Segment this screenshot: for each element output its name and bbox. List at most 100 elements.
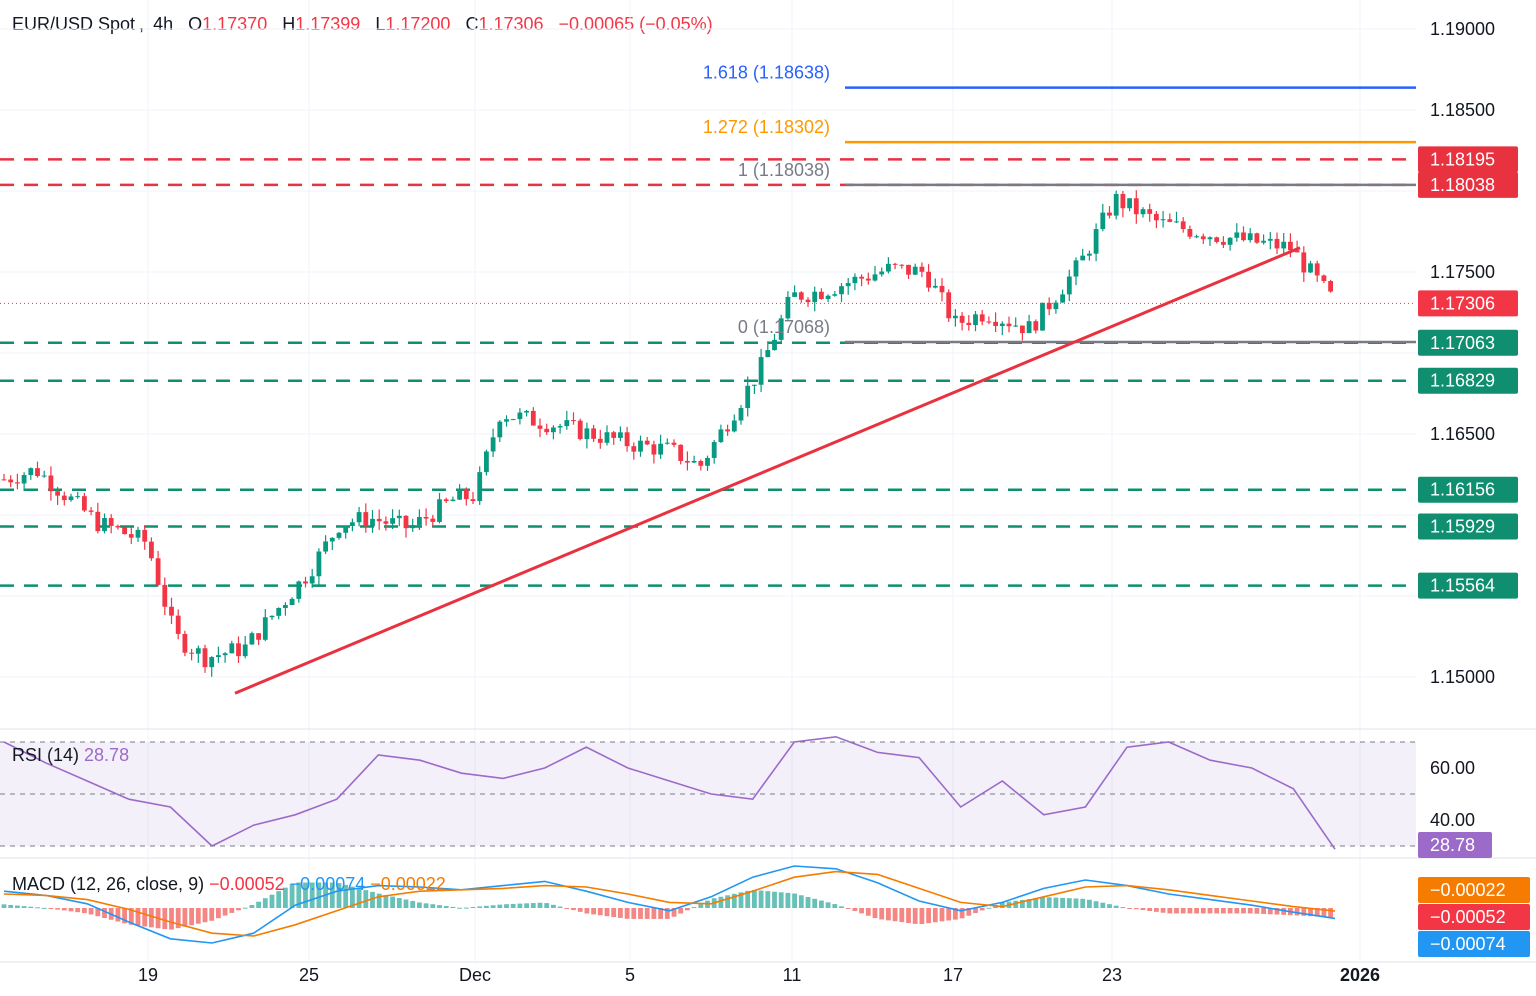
macd-histogram-bar	[986, 907, 992, 909]
candle-body	[383, 521, 389, 524]
macd-histogram-bar	[457, 907, 462, 909]
macd-histogram-bar	[919, 908, 925, 925]
candle-body	[879, 271, 885, 275]
macd-histogram-bar	[785, 892, 791, 908]
candle-body	[718, 429, 724, 443]
candle-body	[1060, 294, 1065, 303]
macd-histogram-bar	[865, 908, 871, 916]
candle-body	[229, 643, 235, 654]
macd-histogram-bar	[946, 908, 952, 921]
candle-body	[1294, 250, 1300, 253]
candle-body	[638, 440, 643, 452]
macd-histogram-bar	[1046, 897, 1052, 908]
macd-histogram-bar	[839, 906, 844, 908]
macd-histogram-bar	[363, 890, 369, 908]
macd-histogram-bar	[825, 902, 831, 908]
candle-body	[785, 296, 791, 319]
candle-body	[678, 444, 684, 461]
candle-body	[1120, 193, 1126, 209]
macd-histogram-bar	[35, 907, 40, 909]
candle-body	[1301, 252, 1307, 273]
price-tick-label: 1.18500	[1430, 100, 1495, 120]
fib-label: 1.272 (1.18302)	[703, 117, 830, 137]
resistance-badge-bg	[1418, 146, 1518, 173]
time-tick-label: 25	[299, 965, 319, 985]
macd-histogram-bar	[1221, 908, 1226, 914]
candle-body	[82, 496, 87, 511]
macd-histogram-bar	[973, 908, 978, 914]
candle-body	[195, 648, 201, 654]
macd-histogram-bar	[872, 908, 878, 919]
candle-body	[1314, 263, 1320, 276]
candle-body	[376, 518, 382, 522]
macd-histogram-bar	[289, 884, 295, 908]
candle-body	[356, 512, 362, 523]
macd-histogram-bar	[55, 908, 60, 910]
macd-histogram-bar	[517, 903, 523, 908]
candle-body	[1113, 193, 1119, 216]
macd-histogram-bar	[765, 891, 771, 908]
uptrend-line[interactable]	[234, 246, 1301, 695]
candle-body	[758, 357, 764, 385]
macd-histogram-bar	[745, 890, 751, 908]
candle-body	[1321, 275, 1327, 282]
macd-histogram-bar	[417, 902, 422, 908]
price-axis[interactable]: 1.19000 1.18500 1.17500 1.16500 1.15000 1.181…	[1418, 19, 1518, 687]
candle-body	[329, 537, 335, 542]
macd-value-badge-bg	[1418, 931, 1530, 957]
support-badge-text: 1.16829	[1430, 371, 1495, 391]
candle-body	[1066, 276, 1072, 295]
signal-line[interactable]	[3, 870, 1336, 937]
macd-histogram-bar	[664, 908, 670, 919]
candle-body	[564, 420, 570, 427]
macd-histogram-bar	[68, 908, 74, 912]
macd-histogram-bar	[1234, 908, 1240, 914]
macd-histogram-bar	[591, 908, 596, 915]
macd-histogram-bar	[966, 908, 972, 916]
candle-body	[999, 323, 1005, 326]
macd-histogram-bar	[128, 908, 134, 925]
rsi-title-text: RSI (14)	[12, 745, 84, 765]
candle-body	[959, 315, 965, 323]
candle-body	[309, 576, 315, 584]
macd-histogram-bar	[725, 895, 730, 908]
candle-body	[1033, 321, 1039, 331]
macd-line[interactable]	[3, 865, 1336, 944]
macd-histogram-bar	[88, 908, 94, 915]
candle-body	[1154, 213, 1159, 221]
macd-histogram-bar	[879, 908, 885, 920]
candle-body	[403, 515, 409, 529]
macd-histogram-bar	[758, 890, 764, 908]
rsi-line[interactable]	[3, 735, 1336, 850]
macd-histogram-bar	[658, 908, 663, 919]
candle-body	[1227, 237, 1233, 245]
candle-body	[845, 283, 851, 287]
candle-body	[711, 442, 717, 458]
rsi-panel[interactable]: RSI (14) 28.78 60.00 40.00 28.78	[0, 735, 1492, 858]
fib-label: 1.618 (1.18638)	[703, 63, 830, 83]
macd-histogram-bar	[329, 882, 335, 908]
macd-histogram-bar	[1060, 897, 1065, 908]
macd-histogram-bar	[504, 904, 509, 908]
price-tick-label: 1.19000	[1430, 19, 1495, 39]
macd-panel[interactable]: MACD (12, 26, close, 9) −0.00052 −0.0007…	[1, 865, 1530, 957]
candle-body	[169, 606, 174, 616]
macd-histogram-bar	[778, 892, 784, 908]
rsi-title: RSI (14) 28.78	[12, 745, 129, 765]
candle-body	[1187, 229, 1193, 237]
time-axis[interactable]: 19 25 Dec 5 11 17 23 2026	[138, 965, 1380, 985]
candle-body	[202, 648, 208, 668]
rsi-value-badge-text: 28.78	[1430, 835, 1475, 855]
macd-value-badge-text: −0.00074	[1430, 934, 1506, 954]
macd-histogram-bar	[1314, 908, 1320, 917]
support-badge: 1.16829	[1418, 367, 1518, 394]
resistance-badge-text: 1.18195	[1430, 149, 1495, 169]
macd-histogram-bar	[1167, 908, 1173, 914]
macd-histogram-bar	[524, 903, 529, 908]
resistance-badge: 1.18195	[1418, 146, 1518, 173]
time-tick-label: 11	[783, 965, 802, 985]
macd-histogram-bar	[423, 903, 429, 908]
candle-body	[323, 541, 328, 552]
macd-histogram-bar	[644, 908, 650, 919]
